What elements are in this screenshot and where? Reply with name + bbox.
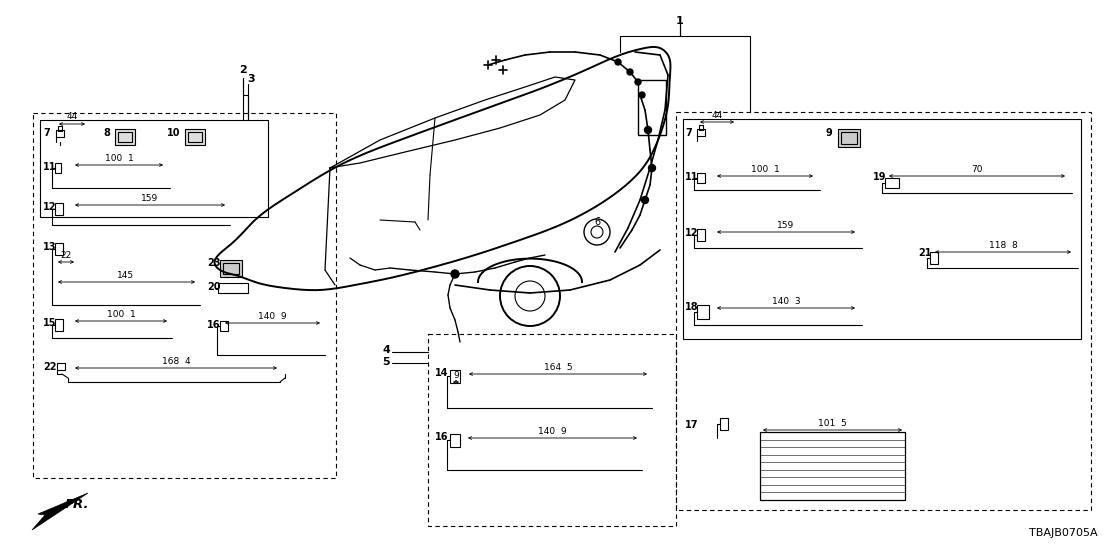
Bar <box>117 132 132 142</box>
Bar <box>55 243 63 255</box>
Text: 6: 6 <box>594 217 601 227</box>
Text: 17: 17 <box>685 420 698 430</box>
Bar <box>40 120 268 217</box>
Text: 13: 13 <box>43 242 57 252</box>
Text: 145: 145 <box>117 271 134 280</box>
Text: 4: 4 <box>382 345 390 355</box>
Text: 16: 16 <box>435 432 449 442</box>
Text: 22: 22 <box>60 251 72 260</box>
Bar <box>450 434 460 447</box>
Text: 44: 44 <box>66 112 78 121</box>
Bar <box>720 418 728 430</box>
Text: TBAJB0705A: TBAJB0705A <box>1029 528 1098 538</box>
Bar <box>638 80 666 135</box>
Bar <box>55 163 61 173</box>
Circle shape <box>615 59 620 65</box>
Text: 101  5: 101 5 <box>818 419 847 428</box>
Bar <box>55 203 63 215</box>
Circle shape <box>451 270 459 278</box>
Bar <box>115 129 135 145</box>
Bar <box>697 229 705 241</box>
Bar <box>428 334 676 526</box>
Bar <box>683 119 1081 339</box>
Bar <box>188 132 202 142</box>
Text: 7: 7 <box>43 128 50 138</box>
Bar <box>33 113 336 478</box>
Polygon shape <box>32 493 88 530</box>
Text: 12: 12 <box>43 202 57 212</box>
Bar <box>930 252 938 264</box>
Text: 70: 70 <box>972 165 983 174</box>
Bar <box>223 263 239 274</box>
Text: 5: 5 <box>382 357 390 367</box>
Text: 18: 18 <box>685 302 699 312</box>
Bar <box>699 125 702 130</box>
Text: 164  5: 164 5 <box>544 363 573 372</box>
Text: FR.: FR. <box>65 498 90 511</box>
Bar <box>697 173 705 183</box>
Text: 9: 9 <box>453 371 459 380</box>
Text: 23: 23 <box>207 258 220 268</box>
Text: 10: 10 <box>167 128 181 138</box>
Bar <box>57 130 64 137</box>
Bar <box>676 112 1091 510</box>
Bar <box>57 363 65 370</box>
Text: 7: 7 <box>685 128 691 138</box>
Text: 16: 16 <box>207 320 220 330</box>
Text: 8: 8 <box>103 128 110 138</box>
Bar <box>220 260 242 277</box>
Bar <box>885 178 899 188</box>
Bar <box>760 432 905 500</box>
Bar <box>55 319 63 331</box>
Text: 19: 19 <box>873 172 886 182</box>
Text: 21: 21 <box>919 248 932 258</box>
Text: 9: 9 <box>825 128 832 138</box>
Text: 100  1: 100 1 <box>106 310 135 319</box>
Bar <box>218 283 248 293</box>
Text: 3: 3 <box>247 74 255 84</box>
Text: 100  1: 100 1 <box>750 165 779 174</box>
Text: 118  8: 118 8 <box>988 241 1017 250</box>
Text: 159: 159 <box>778 221 794 230</box>
Text: 140  9: 140 9 <box>537 427 566 436</box>
Circle shape <box>642 197 648 203</box>
Text: 12: 12 <box>685 228 698 238</box>
Text: 15: 15 <box>43 318 57 328</box>
Text: 22: 22 <box>43 362 57 372</box>
Text: 44: 44 <box>711 111 722 120</box>
Bar <box>841 132 856 144</box>
Circle shape <box>639 92 645 98</box>
Text: 168  4: 168 4 <box>162 357 191 366</box>
Text: 159: 159 <box>142 194 158 203</box>
Bar <box>185 129 205 145</box>
Circle shape <box>645 126 652 134</box>
Text: 2: 2 <box>239 65 247 75</box>
Bar <box>838 129 860 147</box>
Bar <box>697 305 709 319</box>
Text: 20: 20 <box>207 282 220 292</box>
Text: 1: 1 <box>676 16 684 26</box>
Text: 140  3: 140 3 <box>771 297 800 306</box>
Bar <box>220 321 228 331</box>
Text: 140  9: 140 9 <box>258 312 286 321</box>
Text: 100  1: 100 1 <box>104 154 133 163</box>
Bar <box>58 126 62 131</box>
Circle shape <box>648 165 656 172</box>
Bar <box>697 129 705 136</box>
Text: 11: 11 <box>43 162 57 172</box>
Text: 14: 14 <box>435 368 449 378</box>
Text: 11: 11 <box>685 172 698 182</box>
Circle shape <box>627 69 633 75</box>
Circle shape <box>635 79 642 85</box>
Bar <box>450 370 460 383</box>
